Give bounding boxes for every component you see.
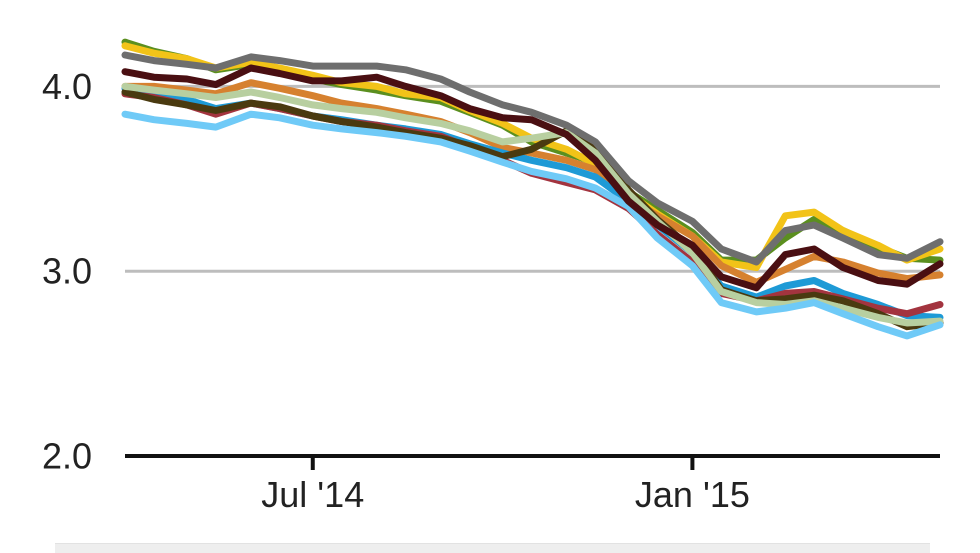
x-tick-label: Jan '15 [635, 474, 750, 515]
series-line-10 [121, 51, 944, 266]
y-tick-label: 4.0 [42, 66, 92, 107]
y-tick-label: 3.0 [42, 251, 92, 292]
y-tick-label: 2.0 [42, 436, 92, 477]
x-tick-label: Jul '14 [261, 474, 364, 515]
series-line-6 [121, 88, 944, 331]
series-line-3 [121, 79, 944, 286]
y-axis-labels: 2.0 3.0 4.0 [42, 66, 92, 477]
x-axis-ticks: Jul '14 Jan '15 [261, 456, 750, 515]
series-line-9 [121, 64, 944, 292]
series-layer [121, 38, 944, 340]
footer-bar [55, 543, 930, 553]
series-line-8 [121, 110, 944, 340]
